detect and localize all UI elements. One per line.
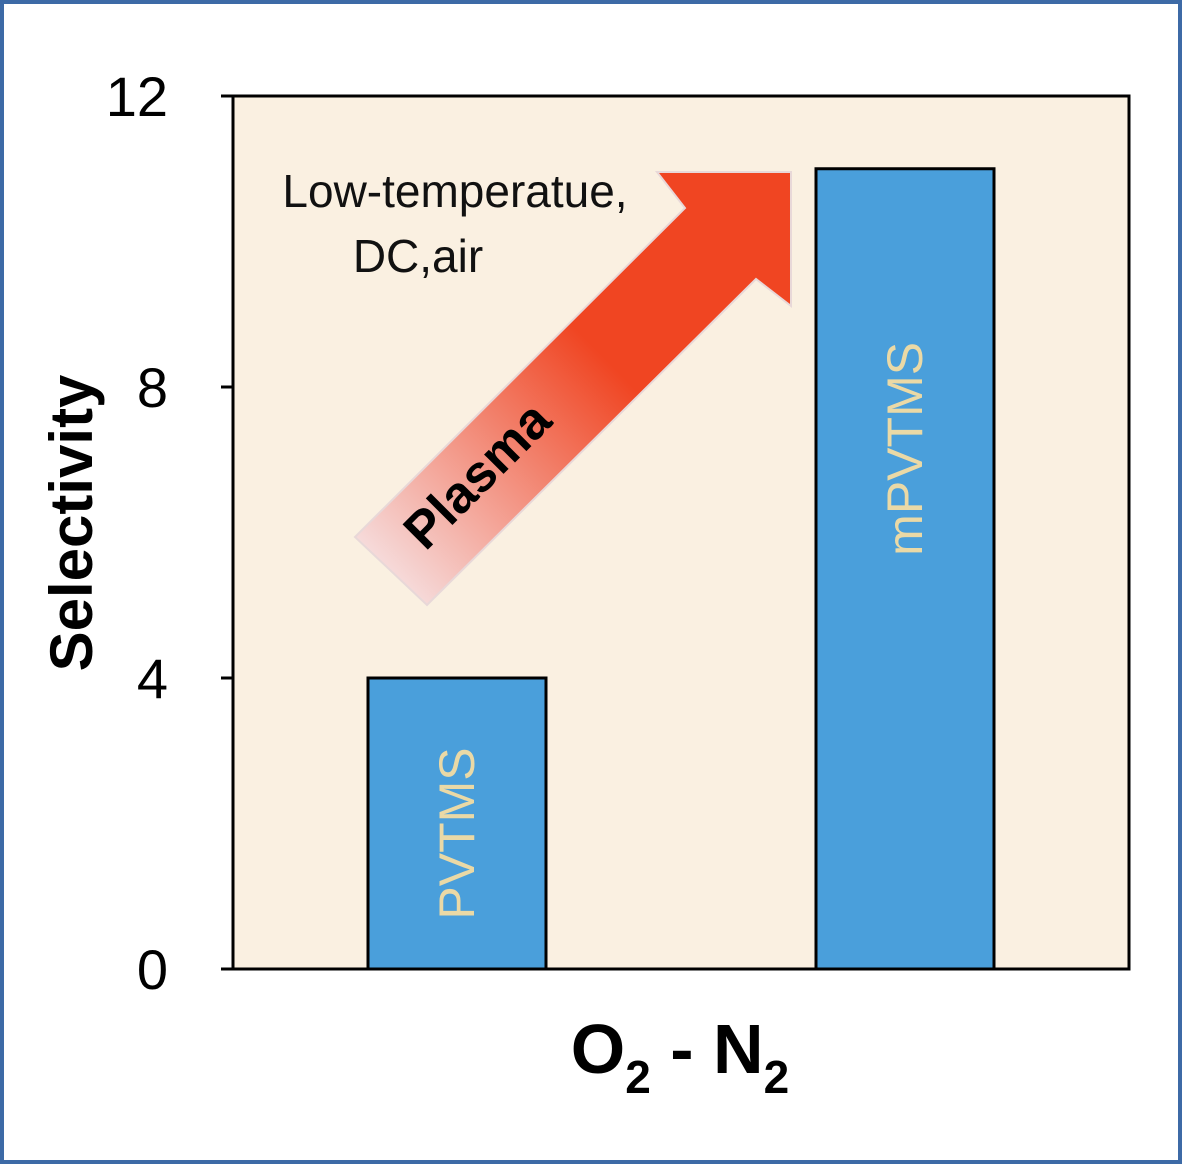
plasma-arrow: Plasma — [353, 171, 792, 607]
x-axis-title-main: O — [571, 1010, 625, 1088]
annotation-line-1: Low-temperatue, — [282, 165, 627, 217]
bar-mpvtms — [814, 167, 996, 971]
y-tick-label: 8 — [137, 356, 168, 419]
annotation-line-2: DC,air — [353, 230, 483, 282]
y-tick-label: 4 — [137, 647, 168, 710]
y-axis-title: Selectivity — [38, 374, 105, 671]
bar-pvtms — [366, 676, 548, 971]
bar-label-mpvtms: mPVTMS — [877, 342, 933, 556]
bars: PVTMS mPVTMS — [366, 167, 996, 971]
x-axis-title-sub1: 2 — [625, 1051, 651, 1103]
x-axis-title-mid: - N — [651, 1010, 764, 1088]
y-tick-label: 0 — [137, 938, 168, 1001]
x-axis-title-sub2: 2 — [764, 1051, 790, 1103]
x-axis-title: O2 - N2 — [571, 1010, 789, 1103]
selectivity-bar-chart: 0 4 8 12 PVTMS mPVTMS Plasma Low-temperatue,… — [38, 65, 1131, 1103]
plasma-arrow-shape — [353, 171, 792, 607]
y-tick-label: 12 — [106, 65, 168, 128]
bar-label-pvtms: PVTMS — [429, 747, 485, 919]
y-ticks: 0 4 8 12 — [106, 65, 233, 1001]
